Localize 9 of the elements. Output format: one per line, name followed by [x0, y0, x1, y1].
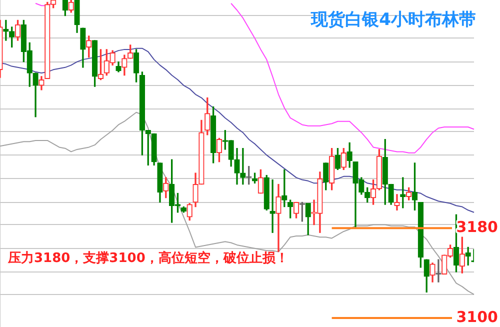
y-tick-label: 3180 — [456, 218, 498, 236]
y-tick-label: 3100 — [456, 308, 498, 326]
annotation: 压力3180，支撑3100，高位短空，破位止损！ — [8, 250, 288, 267]
candlestick — [240, 148, 246, 185]
candlestick — [3, 20, 9, 41]
candlestick — [270, 179, 276, 233]
text: 现货白银4小时布林带 — [311, 9, 476, 31]
candlestick — [465, 246, 471, 266]
candlestick — [394, 194, 400, 210]
